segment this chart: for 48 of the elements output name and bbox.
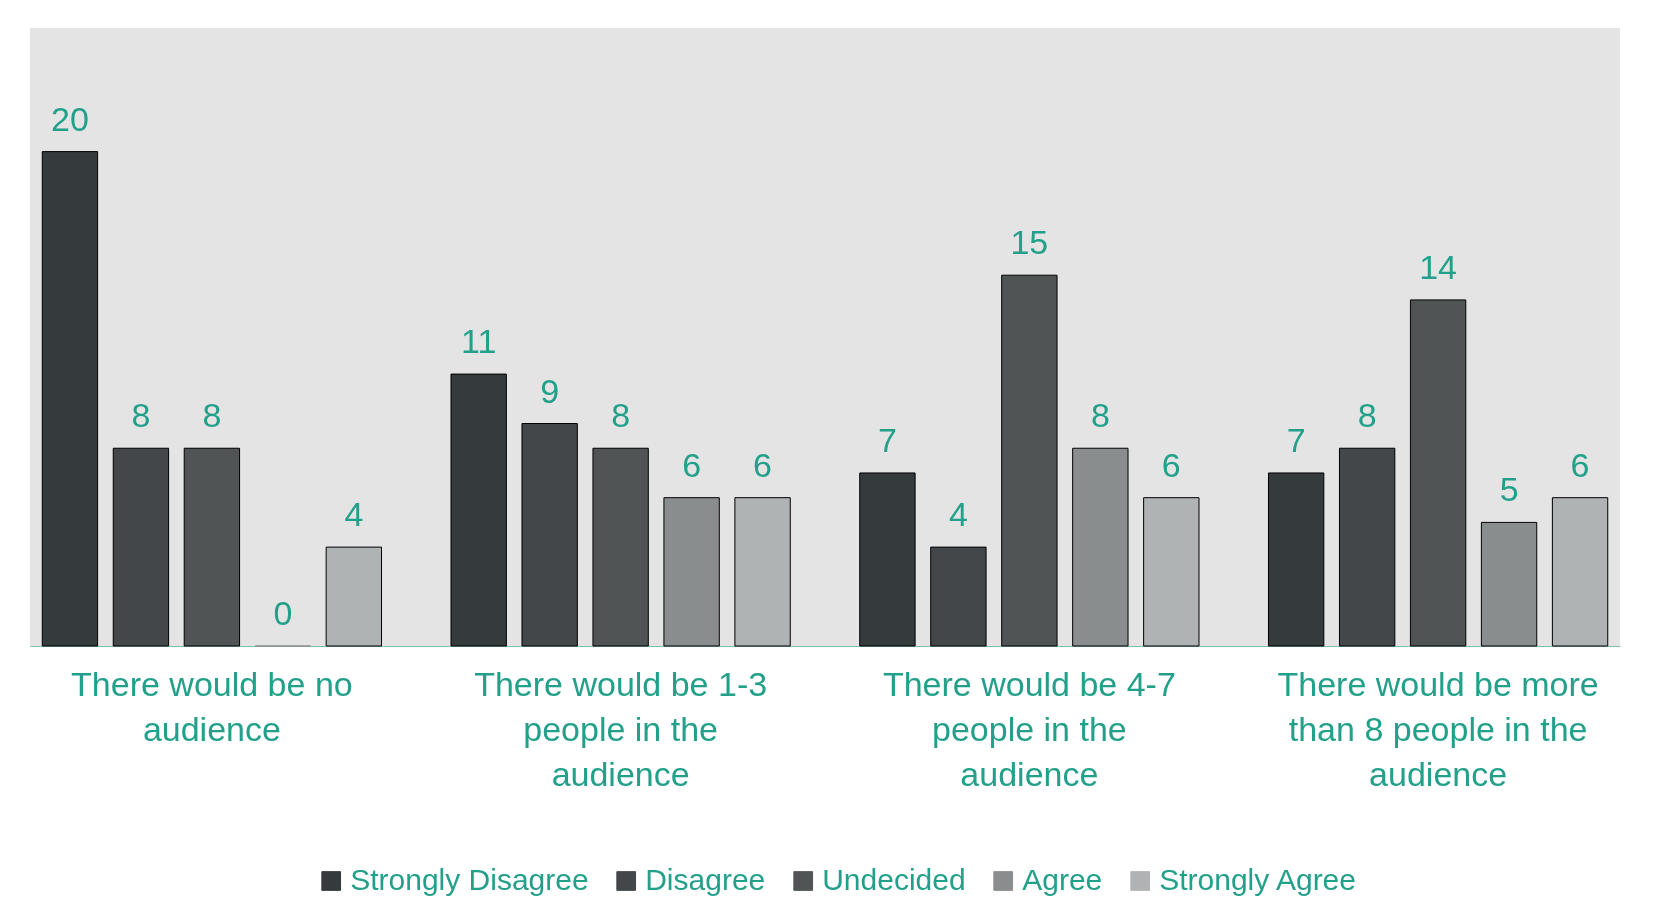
x-tick-label: There would be no audience [71, 664, 353, 748]
data-label: 4 [948, 495, 968, 534]
bar [734, 497, 791, 647]
bar [1143, 497, 1200, 647]
bar [112, 447, 170, 647]
bar [663, 497, 720, 647]
data-label: 15 [1010, 223, 1049, 262]
bar [1267, 472, 1325, 647]
data-label: 8 [1090, 396, 1110, 435]
bar [183, 447, 241, 647]
data-label: 8 [202, 396, 222, 435]
data-label: 11 [461, 322, 497, 361]
data-label: 5 [1499, 470, 1519, 509]
bar [1409, 299, 1467, 647]
data-label: 6 [753, 445, 773, 484]
data-label: 8 [131, 396, 151, 435]
data-label: 20 [51, 99, 89, 138]
data-label: 9 [540, 371, 560, 410]
data-label: 4 [344, 495, 364, 534]
data-label: 6 [1570, 445, 1590, 484]
bar [859, 472, 916, 647]
bar [1551, 497, 1609, 647]
bar [325, 546, 383, 647]
data-label: 14 [1419, 247, 1458, 286]
data-label: 7 [1286, 420, 1306, 459]
legend-label: Strongly Disagree [350, 863, 589, 896]
bar [41, 151, 99, 647]
bar [1001, 274, 1058, 647]
data-label: 6 [682, 445, 702, 484]
data-label: 8 [1357, 396, 1377, 435]
legend-label: Strongly Agree [1159, 863, 1356, 896]
bar [1338, 447, 1396, 647]
legend-label: Undecided [822, 863, 966, 896]
data-label: 7 [877, 420, 897, 459]
data-label: 8 [611, 396, 631, 435]
legend-label: Agree [1022, 863, 1103, 896]
data-label: 0 [273, 594, 293, 632]
bar [930, 546, 987, 647]
bar [1480, 521, 1538, 647]
bar [450, 373, 507, 647]
bar [521, 423, 578, 647]
data-label: 6 [1161, 445, 1181, 484]
x-tick-label: There would be 4-7 people in the audience [882, 664, 1176, 793]
bar [1072, 447, 1129, 647]
x-tick-label: There would be 1-3 people in the audience [474, 664, 768, 793]
x-tick-label: There would be more than 8 people in the audience [1277, 664, 1599, 793]
bar [592, 447, 649, 647]
legend-label: Disagree [645, 863, 766, 896]
